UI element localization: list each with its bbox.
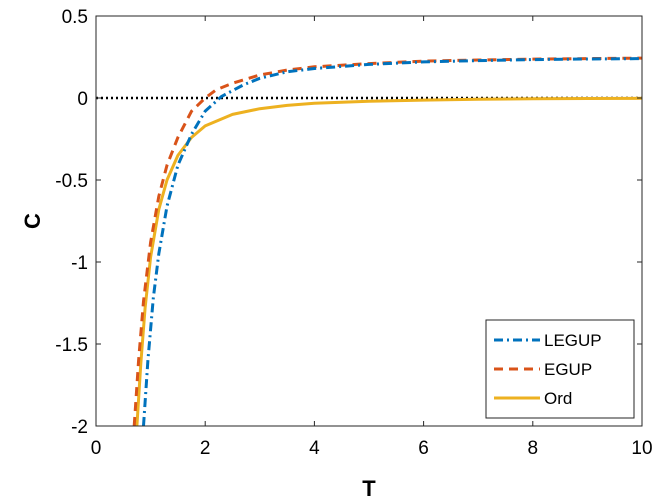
x-tick-label: 10: [631, 438, 652, 459]
y-axis-label: C: [20, 213, 45, 229]
x-tick-label: 0: [91, 438, 102, 459]
x-tick-label: 6: [418, 438, 429, 459]
series-line-legup: [142, 57, 642, 426]
plot-frame: [95, 15, 643, 427]
y-tick-label: 0: [77, 89, 88, 110]
y-tick-label: -0.5: [55, 171, 88, 192]
x-tick-label: 8: [528, 438, 539, 459]
tick-layer: 0 2 4 6 8 10 0.5 0 -0.5 -1 -1.5 -2: [55, 7, 652, 459]
series-line-ord: [135, 96, 642, 426]
x-axis-label: T: [362, 476, 376, 501]
x-tick-label: 4: [309, 438, 320, 459]
y-tick-label: -1.5: [55, 335, 88, 356]
x-tick-label: 2: [200, 438, 211, 459]
series-layer: [96, 56, 642, 426]
legend: LEGUP EGUP Ord: [485, 319, 635, 419]
legend-label-ord: Ord: [544, 389, 572, 408]
legend-label-egup: EGUP: [544, 360, 592, 379]
y-tick-label: -2: [71, 417, 88, 438]
series-line-egup: [132, 56, 642, 426]
legend-label-legup: LEGUP: [544, 331, 602, 350]
y-tick-label: -1: [71, 253, 88, 274]
y-tick-label: 0.5: [62, 7, 88, 28]
